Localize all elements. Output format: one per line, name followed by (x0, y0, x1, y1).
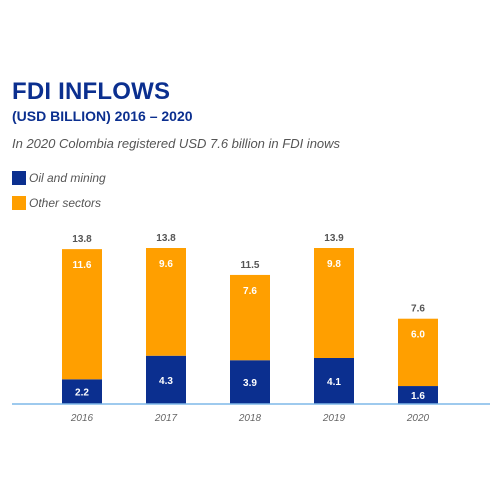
bar-oil-2016 (62, 379, 102, 404)
x-tick-label-2020: 2020 (406, 413, 430, 424)
data-label-other-2018: 7.6 (243, 286, 257, 297)
bar-other-2019 (314, 248, 354, 358)
data-label-other-2016: 11.6 (73, 260, 92, 271)
legend-label-oil: Oil and mining (29, 171, 106, 185)
chart-title: FDI INFLOWS (12, 78, 171, 105)
x-tick-label-2019: 2019 (322, 413, 346, 424)
x-tick-label-2018: 2018 (238, 413, 262, 424)
total-label-2016: 13.8 (72, 234, 92, 245)
data-label-oil-2018: 3.9 (243, 378, 257, 389)
data-label-oil-2020: 1.6 (411, 391, 425, 402)
data-label-other-2020: 6.0 (411, 330, 425, 341)
data-label-other-2019: 9.8 (327, 259, 341, 270)
bar-other-2018 (230, 274, 270, 361)
bar-oil-2018 (230, 360, 270, 404)
bar-other-2016 (62, 249, 102, 380)
data-label-oil-2017: 4.3 (159, 376, 173, 387)
total-label-2018: 11.5 (241, 260, 260, 271)
bar-oil-2020 (398, 386, 438, 404)
legend-swatch-other (12, 196, 26, 210)
bar-other-2020 (398, 318, 438, 387)
legend-item-oil: Oil and mining (12, 170, 106, 186)
bar-other-2017 (146, 248, 186, 356)
x-tick-label-2017: 2017 (154, 413, 178, 424)
data-label-other-2017: 9.6 (159, 259, 173, 270)
total-label-2017: 13.8 (156, 233, 176, 244)
chart-subtitle: (USD BILLION) 2016 – 2020 (12, 108, 193, 124)
bar-oil-2019 (314, 357, 354, 404)
total-label-2020: 7.6 (411, 304, 425, 315)
x-tick-label-2016: 2016 (70, 413, 94, 424)
data-label-oil-2016: 2.2 (75, 388, 89, 399)
legend: Oil and mining Other sectors (12, 170, 106, 220)
total-label-2019: 13.9 (324, 233, 344, 244)
chart-caption: In 2020 Colombia registered USD 7.6 bill… (12, 136, 341, 151)
bar-oil-2017 (146, 355, 186, 404)
legend-item-other: Other sectors (12, 195, 106, 211)
data-label-oil-2019: 4.1 (327, 377, 341, 388)
legend-label-other: Other sectors (29, 196, 102, 210)
legend-swatch-oil (12, 171, 26, 185)
